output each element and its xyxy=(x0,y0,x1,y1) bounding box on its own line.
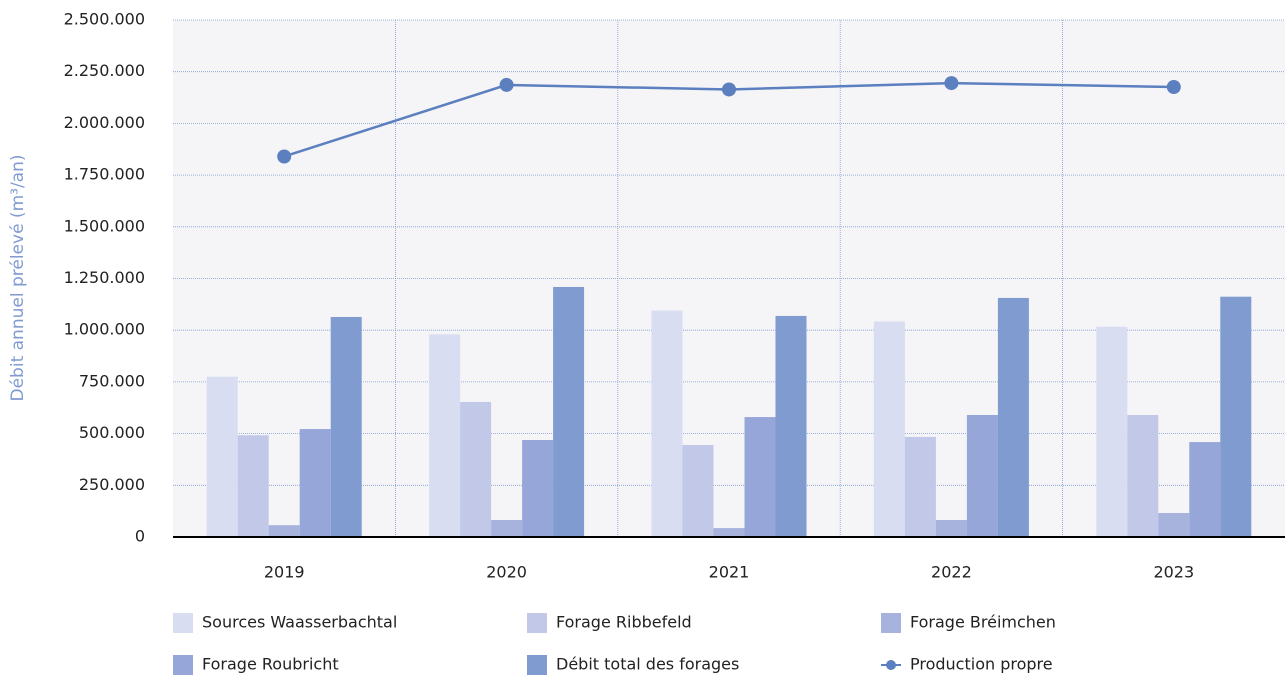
legend-label: Sources Waasserbachtal xyxy=(202,613,397,632)
bar xyxy=(553,286,585,537)
legend-marker xyxy=(886,660,896,670)
bar xyxy=(1189,442,1221,537)
x-tick-label: 2021 xyxy=(709,563,750,582)
bar xyxy=(1158,513,1190,537)
bar xyxy=(935,520,967,537)
line-point xyxy=(499,77,514,92)
bar xyxy=(904,436,936,537)
bar xyxy=(997,297,1029,537)
bar xyxy=(713,528,745,537)
bar xyxy=(330,316,362,537)
bar xyxy=(237,435,269,537)
y-tick-label: 1.750.000 xyxy=(64,165,145,184)
y-tick-label: 1.000.000 xyxy=(64,320,145,339)
legend-label: Production propre xyxy=(910,655,1053,674)
bar xyxy=(744,417,776,537)
y-tick-label: 2.250.000 xyxy=(64,61,145,80)
y-tick-label: 2.000.000 xyxy=(64,113,145,132)
y-tick-label: 500.000 xyxy=(79,423,145,442)
line-point xyxy=(944,76,959,91)
y-tick-label: 250.000 xyxy=(79,475,145,494)
bar xyxy=(429,334,461,537)
bar xyxy=(1220,296,1252,537)
y-tick-label: 1.250.000 xyxy=(64,268,145,287)
legend-swatch xyxy=(527,655,547,675)
bar xyxy=(651,310,683,537)
bar xyxy=(491,520,523,537)
x-tick-label: 2022 xyxy=(931,563,972,582)
x-tick-label: 2019 xyxy=(264,563,305,582)
y-tick-label: 2.500.000 xyxy=(64,10,145,29)
y-tick-label: 1.500.000 xyxy=(64,216,145,235)
line-point xyxy=(1166,80,1181,95)
bar xyxy=(206,376,238,537)
legend-label: Forage Bréimchen xyxy=(910,613,1056,632)
bar xyxy=(522,440,554,537)
legend-swatch xyxy=(881,613,901,633)
bar xyxy=(299,429,331,537)
bar xyxy=(873,321,905,537)
bar xyxy=(775,315,807,537)
legend-label: Forage Roubricht xyxy=(202,655,339,674)
y-tick-label: 0 xyxy=(135,527,145,546)
line-point xyxy=(722,82,736,97)
x-tick-label: 2023 xyxy=(1153,563,1194,582)
y-axis-label: Débit annuel prélevé (m³/an) xyxy=(8,155,28,402)
legend-label: Débit total des forages xyxy=(556,655,739,674)
bar xyxy=(1127,414,1159,537)
bar xyxy=(460,401,492,537)
x-tick-label: 2020 xyxy=(486,563,527,582)
line-point xyxy=(277,149,292,164)
bar xyxy=(268,525,300,537)
legend-swatch xyxy=(173,613,193,633)
bar xyxy=(682,444,714,537)
bar xyxy=(966,414,998,537)
legend-label: Forage Ribbefeld xyxy=(556,613,692,632)
bar xyxy=(1096,326,1128,537)
y-tick-label: 750.000 xyxy=(79,371,145,390)
legend-swatch xyxy=(173,655,193,675)
legend-swatch xyxy=(527,613,547,633)
